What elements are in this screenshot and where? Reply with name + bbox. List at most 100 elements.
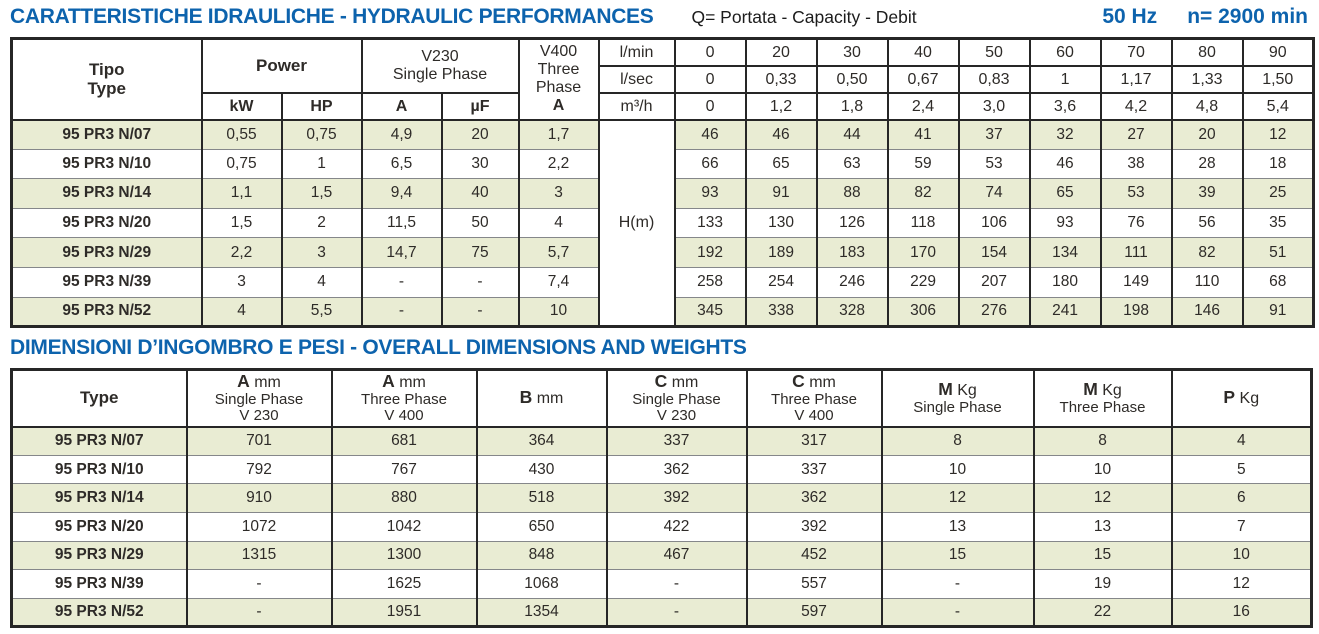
- dim-letter: A: [237, 370, 250, 391]
- head-value: 170: [886, 237, 960, 268]
- dim-col-header: B mm: [475, 369, 608, 428]
- dim-letter: M: [938, 379, 953, 400]
- head-value: 93: [673, 178, 747, 209]
- dim-col-header: A mm Three Phase V 400: [330, 369, 478, 428]
- head-value: 56: [1170, 207, 1244, 239]
- pump-a400-value: 2,2: [517, 148, 600, 180]
- dimension-value: 10: [880, 454, 1035, 485]
- pump-type: 95 PR3 N/52: [10, 597, 188, 628]
- pump-uf-value: 75: [440, 237, 520, 268]
- pump-type: 95 PR3 N/14: [10, 178, 203, 209]
- dim-letter: P: [1223, 387, 1236, 408]
- flow-value-m3h: 0: [673, 92, 747, 121]
- dimensions-weights-table: Type A mm Single Phase V 230 A mm Three Phase…: [10, 368, 1313, 629]
- frequency-label: 50 Hz: [1102, 5, 1158, 28]
- pump-kw-value: 0,55: [200, 118, 283, 150]
- dimension-value: 4: [1170, 426, 1313, 456]
- flow-value-lmin: 40: [886, 38, 960, 67]
- dimension-value: 848: [475, 540, 608, 571]
- hydraulic-table-body: 95 PR3 N/07 0,55 0,75 4,9 20 1,7 H(m) 46 46 44 41 3…: [10, 118, 1315, 328]
- dimension-value: 430: [475, 454, 608, 485]
- dimensions-title-bar: DIMENSIONI D’INGOMBRO E PESI - OVERALL D…: [10, 335, 1310, 361]
- dimension-value: 15: [1032, 540, 1173, 571]
- head-value: 53: [957, 148, 1031, 180]
- dimension-value: 362: [605, 454, 748, 485]
- dim-unit: mm: [249, 373, 281, 391]
- dim-unit: mm: [804, 373, 836, 391]
- pump-uf-value: -: [440, 296, 520, 328]
- col-header-type: Tipo Type: [10, 38, 203, 121]
- dimension-value: -: [605, 569, 748, 599]
- head-value: 229: [886, 266, 960, 298]
- dim-header-label: A mm: [334, 371, 475, 392]
- head-value: 37: [957, 118, 1031, 150]
- head-value: 41: [886, 118, 960, 150]
- head-value: 189: [744, 237, 818, 268]
- dimension-value: 452: [745, 540, 883, 571]
- pump-type: 95 PR3 N/07: [10, 426, 188, 456]
- head-value: 192: [673, 237, 747, 268]
- dimension-value: 597: [745, 597, 883, 628]
- flow-unit-lsec: l/sec: [597, 65, 676, 94]
- pump-a400-value: 1,7: [517, 118, 600, 150]
- dimension-value: 1354: [475, 597, 608, 628]
- pump-type: 95 PR3 N/14: [10, 483, 188, 513]
- dimension-row: 95 PR3 N/29 1315 1300 848 467 452 15 15 10: [10, 540, 1313, 571]
- head-value: 306: [886, 296, 960, 328]
- pump-hp-value: 5,5: [280, 296, 363, 328]
- head-value: 44: [815, 118, 889, 150]
- head-value: 82: [1170, 237, 1244, 268]
- head-value: 254: [744, 266, 818, 298]
- pump-kw-value: 2,2: [200, 237, 283, 268]
- head-value: 180: [1028, 266, 1102, 298]
- pump-hp-value: 1,5: [280, 178, 363, 209]
- head-value: 25: [1241, 178, 1315, 209]
- dim-unit: Kg: [1097, 382, 1122, 400]
- dimension-value: 422: [605, 511, 748, 542]
- col-header-hp: HP: [280, 92, 363, 121]
- head-value: 28: [1170, 148, 1244, 180]
- rotation-speed-label: n= 2900 min: [1187, 5, 1308, 28]
- head-value: 91: [1241, 296, 1315, 328]
- pump-type: 95 PR3 N/29: [10, 237, 203, 268]
- dimension-value: 467: [605, 540, 748, 571]
- pump-type: 95 PR3 N/39: [10, 266, 203, 298]
- dim-header-label: C mm: [749, 371, 880, 392]
- pump-type: 95 PR3 N/29: [10, 540, 188, 571]
- flow-unit-m3h: m³/h: [597, 92, 676, 121]
- pump-a-value: 11,5: [360, 207, 443, 239]
- flow-value-lmin: 60: [1028, 38, 1102, 67]
- flow-value-lsec: 1,50: [1241, 65, 1315, 94]
- dimension-value: 767: [330, 454, 478, 485]
- dim-header-phase: Single Phase: [632, 390, 721, 408]
- dim-unit: mm: [394, 373, 426, 391]
- dim-unit: Kg: [1235, 390, 1260, 408]
- v230-label: V230: [421, 47, 459, 65]
- pump-type: 95 PR3 N/10: [10, 454, 188, 485]
- head-value: 149: [1099, 266, 1173, 298]
- head-value: 207: [957, 266, 1031, 298]
- dim-unit: mm: [667, 373, 699, 391]
- flow-value-lmin: 50: [957, 38, 1031, 67]
- flow-value-m3h: 4,2: [1099, 92, 1173, 121]
- dim-unit: Kg: [952, 382, 977, 400]
- pump-type: 95 PR3 N/52: [10, 296, 203, 328]
- dimensions-table-body: 95 PR3 N/07 701 681 364 337 317 8 8 4 95 PR3 N/10…: [10, 426, 1313, 628]
- dimension-row: 95 PR3 N/20 1072 1042 650 422 392 13 13 7: [10, 511, 1313, 542]
- dimension-value: 10: [1170, 540, 1313, 571]
- dim-letter: M: [1083, 379, 1098, 400]
- head-value: 198: [1099, 296, 1173, 328]
- dimension-value: 650: [475, 511, 608, 542]
- head-value: 241: [1028, 296, 1102, 328]
- pump-a-value: 9,4: [360, 178, 443, 209]
- flow-value-lsec: 0: [673, 65, 747, 94]
- head-value: 46: [673, 118, 747, 150]
- dimension-value: 16: [1170, 597, 1313, 628]
- pump-hp-value: 0,75: [280, 118, 363, 150]
- dimension-value: 15: [880, 540, 1035, 571]
- dim-unit: mm: [532, 390, 564, 408]
- dimension-value: 7: [1170, 511, 1313, 542]
- dimension-value: 13: [880, 511, 1035, 542]
- dimension-value: 557: [745, 569, 883, 599]
- dimension-value: 362: [745, 483, 883, 513]
